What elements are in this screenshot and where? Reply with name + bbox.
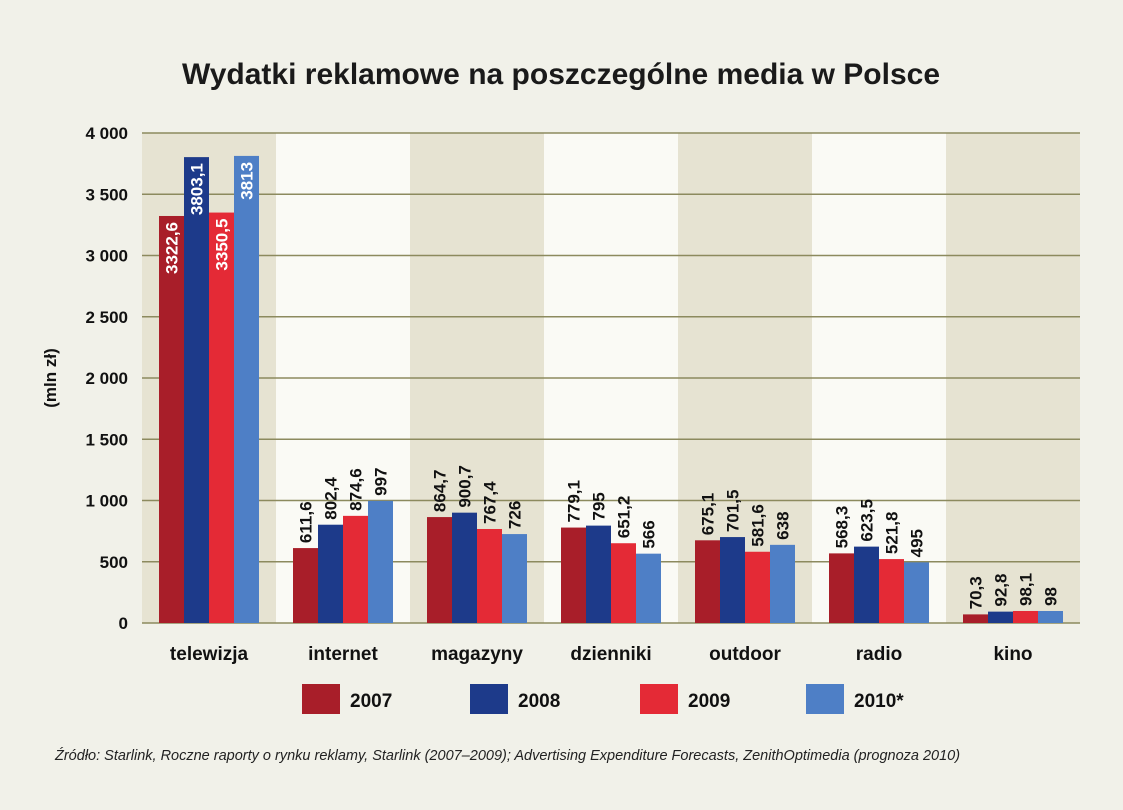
bar-value-label: 874,6: [347, 468, 366, 511]
bar-value-label: 795: [590, 492, 609, 520]
bar-value-label: 997: [372, 467, 391, 495]
bar: [963, 614, 988, 623]
bar: [636, 553, 661, 623]
bar-value-label: 70,3: [967, 576, 986, 609]
bar: [184, 157, 209, 624]
bar: [452, 512, 477, 623]
bar-value-label: 521,8: [883, 512, 902, 555]
bar-value-label: 802,4: [322, 477, 341, 520]
bar: [854, 546, 879, 623]
bar-value-label: 864,7: [431, 470, 450, 513]
y-tick-label: 2 500: [85, 308, 128, 327]
legend-swatch: [806, 684, 844, 714]
bar: [988, 611, 1013, 623]
bar-value-label: 3813: [238, 162, 257, 200]
x-tick-label: telewizja: [170, 644, 249, 665]
bar-value-label: 675,1: [699, 493, 718, 536]
bar-value-label: 92,8: [992, 574, 1011, 607]
bar-value-label: 900,7: [456, 465, 475, 508]
x-tick-label: magazyny: [431, 644, 523, 665]
bar: [904, 562, 929, 623]
bar: [293, 548, 318, 623]
bar-value-label: 651,2: [615, 496, 634, 539]
bar-value-label: 779,1: [565, 480, 584, 523]
bar: [1038, 610, 1063, 623]
bar-value-label: 568,3: [833, 506, 852, 549]
bar-value-label: 566: [640, 520, 659, 548]
x-tick-label: internet: [308, 644, 378, 665]
legend-swatch: [640, 684, 678, 714]
legend-swatch: [302, 684, 340, 714]
bar: [234, 155, 259, 623]
bar-value-label: 701,5: [724, 490, 743, 533]
y-tick-label: 2 000: [85, 369, 128, 388]
bar: [477, 528, 502, 623]
bar: [586, 525, 611, 623]
bar: [502, 534, 527, 623]
bar: [879, 559, 904, 623]
bar-value-label: 581,6: [749, 504, 768, 547]
bar: [561, 527, 586, 623]
bar: [427, 517, 452, 623]
bar-value-label: 495: [908, 529, 927, 557]
bar: [829, 553, 854, 623]
y-tick-label: 3 000: [85, 247, 128, 266]
legend-swatch: [470, 684, 508, 714]
x-tick-label: outdoor: [709, 644, 781, 665]
bar: [209, 212, 234, 623]
y-tick-label: 1 500: [85, 430, 128, 449]
x-tick-label: dzienniki: [570, 644, 651, 665]
bar: [720, 537, 745, 623]
bar-value-label: 3322,6: [163, 222, 182, 274]
bar: [159, 215, 184, 623]
bar: [318, 524, 343, 623]
bar-value-label: 623,5: [858, 499, 877, 542]
legend-label: 2007: [350, 691, 392, 712]
y-tick-label: 500: [100, 553, 128, 572]
bar-value-label: 98,1: [1017, 573, 1036, 606]
bar-value-label: 3803,1: [188, 163, 207, 215]
bar: [611, 543, 636, 623]
y-axis-label: (mln zł): [41, 348, 60, 408]
bar-value-label: 3350,5: [213, 219, 232, 271]
y-tick-label: 3 500: [85, 185, 128, 204]
x-tick-label: kino: [993, 644, 1032, 665]
bar-value-label: 726: [506, 501, 525, 529]
bar-value-label: 611,6: [297, 501, 316, 543]
bar-value-label: 638: [774, 511, 793, 539]
source-note: Źródło: Starlink, Roczne raporty o rynku…: [55, 748, 961, 764]
bar: [368, 500, 393, 623]
bar: [695, 540, 720, 623]
y-tick-label: 1 000: [85, 492, 128, 511]
bar-value-label: 767,4: [481, 481, 500, 524]
y-tick-label: 4 000: [85, 124, 128, 143]
chart-title: Wydatki reklamowe na poszczególne media …: [182, 58, 940, 91]
bar: [1013, 610, 1038, 623]
legend-label: 2008: [518, 691, 560, 712]
bar: [770, 544, 795, 623]
bar-value-label: 98: [1042, 587, 1061, 606]
y-tick-label: 0: [119, 614, 128, 633]
x-tick-label: radio: [856, 644, 902, 665]
bar: [343, 515, 368, 623]
bar: [745, 551, 770, 623]
legend-label: 2010*: [854, 691, 904, 712]
legend-label: 2009: [688, 691, 730, 712]
